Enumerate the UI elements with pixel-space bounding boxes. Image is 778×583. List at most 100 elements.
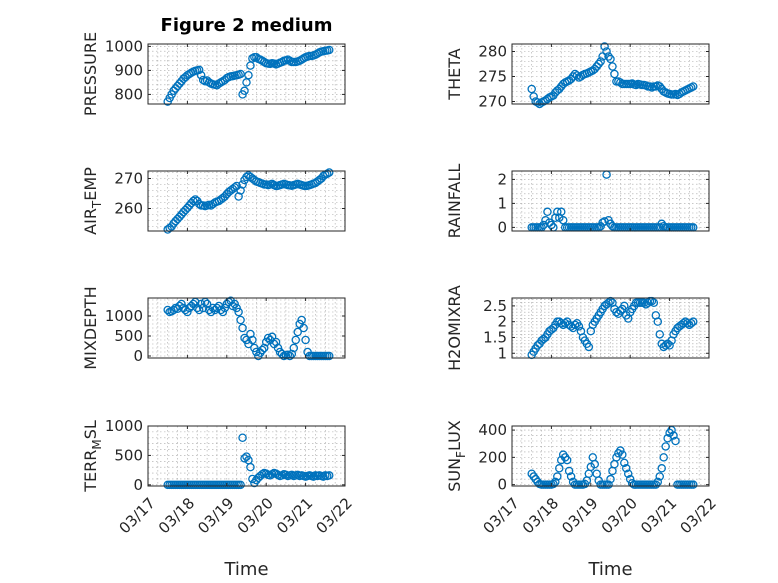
data-point — [661, 442, 670, 451]
data-point — [206, 307, 216, 317]
chart-h2omixra: 11.522.5 H2OMIXRA — [445, 285, 710, 371]
data-point — [584, 342, 594, 352]
data-point — [242, 335, 251, 345]
data-point — [657, 464, 666, 473]
y-tick-label: 1000 — [105, 307, 143, 325]
y-tick-label: 2.5 — [483, 297, 507, 315]
data-point — [616, 446, 625, 455]
data-point — [604, 298, 613, 307]
data-point — [194, 65, 204, 75]
data-point — [622, 464, 631, 473]
chart-rainfall: 0 1 2 RAINFALL — [445, 164, 710, 239]
y-tick-label: 0 — [497, 218, 507, 236]
x-tick-label: 03/19 — [194, 494, 237, 537]
data-point — [218, 307, 228, 317]
data-point — [220, 303, 230, 313]
y-tick-label: 0 — [133, 347, 143, 365]
data-point — [590, 459, 599, 469]
data-point — [208, 303, 218, 313]
x-tick-label: 03/18 — [519, 494, 562, 537]
data-point — [240, 333, 249, 343]
y-axis-label: SUNFLUX — [445, 420, 468, 492]
y-axis-label: THETA — [445, 48, 464, 100]
data-point — [236, 480, 245, 490]
data-point — [259, 57, 269, 67]
data-point — [604, 52, 613, 61]
data-point — [533, 98, 542, 107]
data-point — [655, 472, 665, 481]
y-axis-label: AIRTEMP — [81, 167, 104, 235]
data-point — [679, 319, 688, 328]
data-point — [659, 453, 668, 462]
x-tick-label: 03/20 — [234, 494, 277, 537]
axes-frame — [147, 297, 346, 359]
data-point — [194, 305, 204, 315]
y-tick-label: 500 — [114, 327, 143, 345]
data-point — [238, 323, 247, 333]
chart-pressure: 800 900 1000 PRESSURE Figure 2 medium — [81, 15, 346, 116]
data-point — [620, 301, 629, 311]
y-tick-label: 1.5 — [483, 328, 507, 346]
data-point — [557, 319, 566, 328]
data-point — [194, 199, 204, 209]
data-point — [551, 213, 560, 223]
data-point — [196, 70, 206, 80]
data-point — [299, 323, 308, 333]
data-point — [285, 351, 295, 361]
y-tick-label: 1000 — [105, 417, 143, 435]
y-axis-label: RAINFALL — [445, 164, 464, 239]
data-point — [557, 207, 566, 217]
data-point — [285, 56, 295, 66]
y-tick-label: 280 — [478, 43, 507, 61]
y-tick-label: 260 — [114, 200, 143, 218]
data-point — [234, 307, 243, 317]
data-point — [319, 472, 328, 481]
data-point — [261, 337, 271, 347]
axes-frame — [511, 43, 710, 105]
data-point — [252, 347, 261, 357]
data-point — [620, 458, 629, 468]
data-point — [324, 168, 334, 177]
x-axis-label: Time — [587, 559, 632, 580]
data-point — [242, 172, 251, 182]
data-point — [250, 343, 259, 353]
y-tick-label: 400 — [478, 421, 507, 439]
data-point — [240, 86, 249, 96]
data-point — [687, 319, 696, 328]
x-tick-label: 03/22 — [312, 494, 355, 537]
data-point — [273, 470, 283, 480]
data-point — [244, 70, 253, 80]
data-point — [236, 186, 245, 195]
x-tick-label: 03/22 — [676, 494, 719, 537]
data-point — [564, 466, 574, 476]
y-tick-label: 800 — [114, 85, 143, 103]
data-point — [293, 327, 302, 337]
data-point — [671, 436, 680, 446]
data-point — [202, 299, 212, 309]
data-point — [258, 469, 267, 479]
x-tick-label: 03/20 — [598, 494, 641, 537]
data-point — [246, 462, 255, 472]
data-point — [291, 335, 300, 345]
data-point — [562, 455, 572, 465]
series-markers — [163, 168, 334, 234]
data-point — [216, 305, 226, 315]
data-point — [602, 47, 611, 56]
axes-frame — [147, 43, 346, 105]
y-tick-label: 270 — [478, 93, 507, 111]
y-tick-label: 2 — [497, 170, 507, 188]
y-axis-label: TERRMSL — [81, 420, 104, 493]
data-point — [665, 341, 674, 350]
data-point — [169, 305, 178, 315]
data-point — [623, 469, 633, 478]
data-point — [661, 341, 670, 350]
x-tick-label: 03/17 — [115, 494, 158, 537]
data-point — [234, 192, 243, 201]
data-point — [688, 82, 698, 91]
axes-frame — [511, 297, 710, 359]
data-point — [273, 343, 283, 353]
data-point — [688, 480, 698, 489]
data-point — [568, 72, 578, 81]
